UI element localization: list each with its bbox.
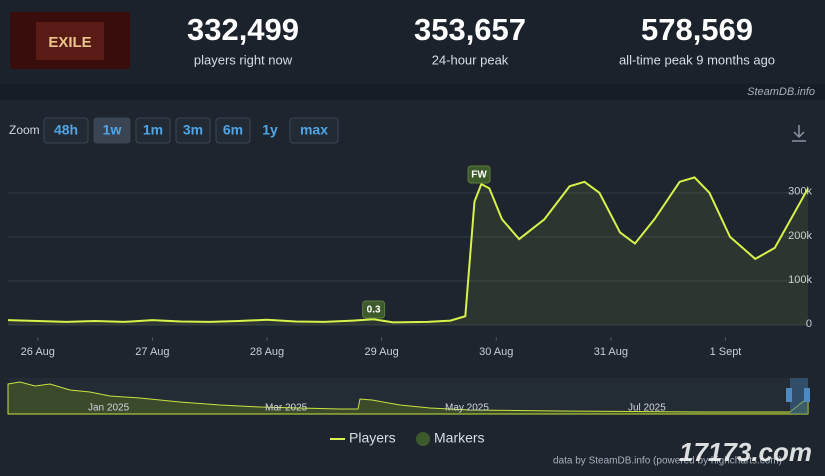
navigator-label: Jan 2025 xyxy=(88,403,130,414)
zoom-button[interactable] xyxy=(215,117,251,144)
navigator-window[interactable] xyxy=(790,378,808,414)
marker-flag[interactable] xyxy=(362,300,386,319)
stat-value: 353,657 xyxy=(414,12,526,47)
stat-label: all-time peak 9 months ago xyxy=(619,52,775,67)
legend-label[interactable]: Players xyxy=(349,430,396,446)
zoom-button[interactable] xyxy=(175,117,211,144)
zoom-button-label[interactable]: 48h xyxy=(54,122,78,138)
stat-label: 24-hour peak xyxy=(432,52,509,67)
separator xyxy=(0,84,825,100)
zoom-button-label[interactable]: 1m xyxy=(143,122,163,138)
zoom-button-label[interactable]: 3m xyxy=(183,122,203,138)
y-tick-label: 100k xyxy=(788,274,812,286)
header-band xyxy=(0,0,825,84)
x-tick-label: 29 Aug xyxy=(365,346,399,358)
zoom-buttons: 48h 1w 1m 3m 6m 1y max xyxy=(43,117,339,144)
zoom-button-label[interactable]: 1w xyxy=(103,122,122,138)
marker-label[interactable]: 0.3 xyxy=(367,305,381,316)
credit: data by SteamDB.info (powered by highcha… xyxy=(553,456,782,467)
navigator-label: May 2025 xyxy=(445,403,489,414)
series-area xyxy=(8,177,808,325)
zoom-button[interactable] xyxy=(43,117,89,144)
legend-marker[interactable] xyxy=(416,432,430,446)
x-tick-label: 28 Aug xyxy=(250,346,284,358)
y-tick-label: 300k xyxy=(788,186,812,198)
x-tick-label: 26 Aug xyxy=(21,346,55,358)
zoom-button-label[interactable]: max xyxy=(300,122,328,138)
source: SteamDB.info xyxy=(747,86,815,98)
x-tick-label: 1 Sept xyxy=(710,346,742,358)
logo-emblem xyxy=(36,22,104,60)
stat-label: players right now xyxy=(194,52,293,67)
zoom-button-label[interactable]: 6m xyxy=(223,122,243,138)
series-line xyxy=(7,176,809,324)
plot: 0 100k 200k 300k 26 Aug 27 Aug 28 Aug 29 Aug 30 … xyxy=(7,165,812,358)
x-tick-label: 30 Aug xyxy=(479,346,513,358)
stat-value: 332,499 xyxy=(187,12,299,47)
marker-flag[interactable] xyxy=(467,165,491,184)
x-tick-label: 27 Aug xyxy=(135,346,169,358)
navigator-label: Mar 2025 xyxy=(265,403,308,414)
zoom-button[interactable] xyxy=(93,117,131,144)
navigator-label: Jul 2025 xyxy=(628,403,666,414)
zoom-button[interactable] xyxy=(289,117,339,144)
legend-label[interactable]: Markers xyxy=(434,430,485,446)
y-tick-label: 0 xyxy=(806,318,812,330)
zoom-button[interactable] xyxy=(135,117,171,144)
download-icon[interactable] xyxy=(792,125,806,142)
zoom-button-label: 1y xyxy=(262,122,278,138)
marker-label[interactable]: FW xyxy=(471,170,487,181)
stat-value: 578,569 xyxy=(641,12,753,47)
legend: Players Markers xyxy=(330,430,485,446)
navigator: Jan 2025 Mar 2025 May 2025 Jul 2025 xyxy=(7,378,810,415)
navigator-handle[interactable] xyxy=(786,388,792,402)
watermark: 17173.com xyxy=(679,437,812,467)
y-tick-label: 200k xyxy=(788,230,812,242)
x-tick-label: 31 Aug xyxy=(594,346,628,358)
zoom-label: Zoom xyxy=(9,123,40,137)
logo-text: EXILE xyxy=(48,34,91,51)
navigator-handle[interactable] xyxy=(804,388,810,402)
